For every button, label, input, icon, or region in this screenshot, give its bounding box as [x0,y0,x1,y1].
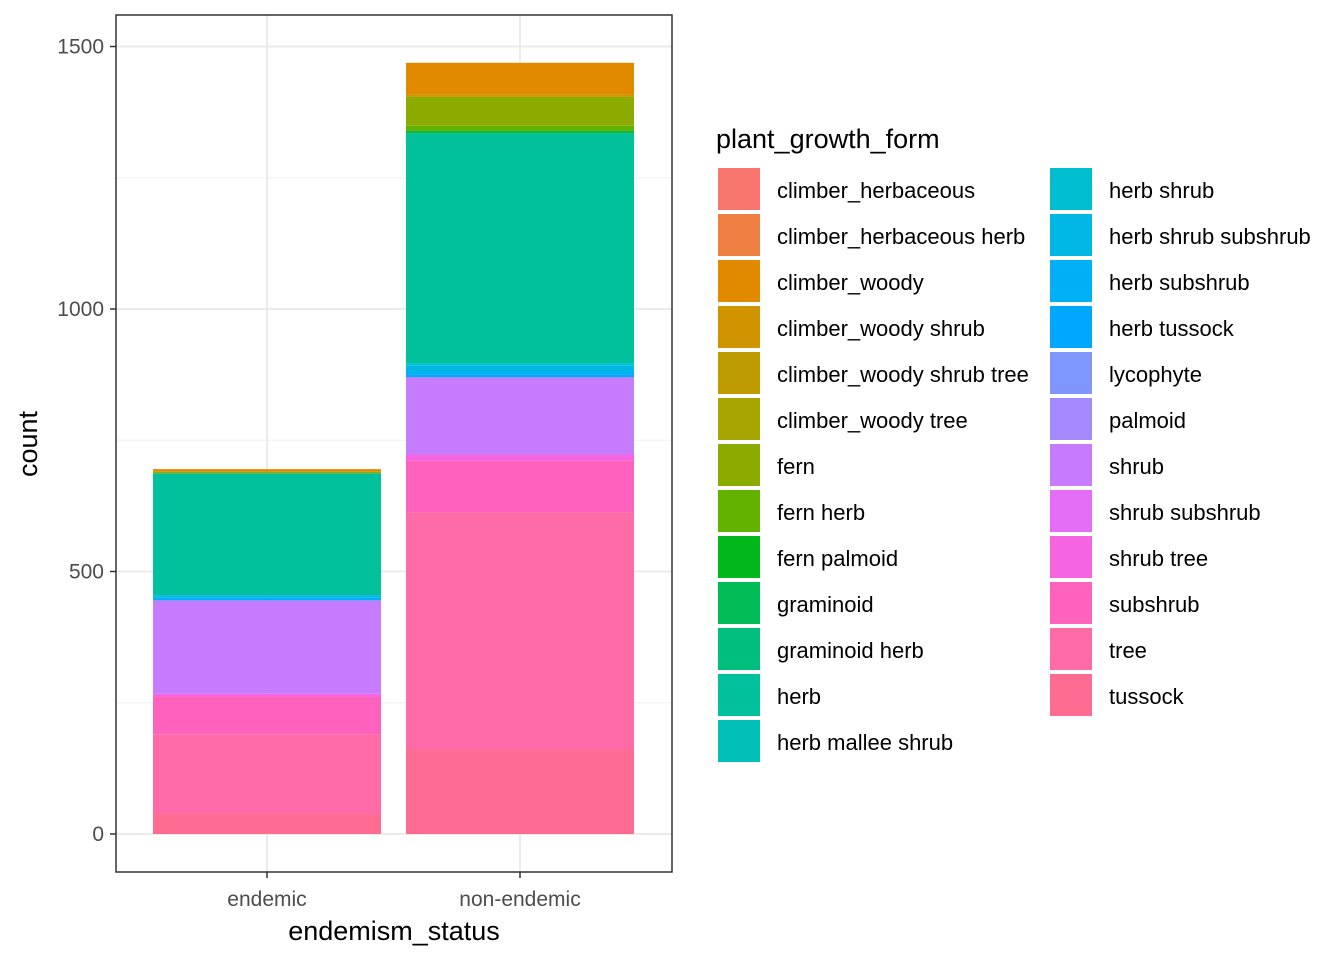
legend-label: shrub tree [1109,546,1208,571]
bar-segment [153,734,381,815]
legend-key [718,628,760,670]
legend-key [1050,214,1092,256]
legend-key [718,536,760,578]
legend-label: tree [1109,638,1147,663]
legend-key [1050,582,1092,624]
panel-border [115,14,673,873]
legend-key [718,306,760,348]
y-tick-label: 0 [92,823,104,846]
legend-label: shrub subshrub [1109,500,1261,525]
legend-label: lycophyte [1109,362,1202,387]
bar-segment [406,750,634,834]
bar-segment [406,125,634,132]
legend-label: herb tussock [1109,316,1235,341]
legend-key [1050,674,1092,716]
bar-segment [153,693,381,697]
legend-label: climber_herbaceous herb [777,224,1025,249]
legend-key [718,260,760,302]
bar-segment [153,595,381,598]
bar-segment [406,454,634,461]
bar-segment [406,94,634,97]
legend-key [718,168,760,210]
axes: 0 500 1000 1500 endemic non-endemic [57,14,673,911]
legend-key [718,490,760,532]
legend-label: herb shrub subshrub [1109,224,1311,249]
legend-label: subshrub [1109,592,1200,617]
bar-segment [406,363,634,366]
bar-segment [406,460,634,513]
legend-label: herb subshrub [1109,270,1250,295]
y-tick-label: 1500 [57,36,104,59]
bar-segment [153,597,381,601]
legend-key [1050,306,1092,348]
bar-segment [153,696,381,735]
legend-key [718,444,760,486]
y-tick-label: 1000 [57,298,104,321]
legend: plant_growth_form climber_herbaceousclim… [716,124,1311,762]
bar-segment [406,133,634,364]
bar-stacks [153,62,634,834]
legend-key [718,720,760,762]
legend-label: herb shrub [1109,178,1214,203]
legend-key [1050,490,1092,532]
legend-key [1050,168,1092,210]
bar-segment [406,131,634,134]
legend-key [1050,536,1092,578]
legend-label: climber_herbaceous [777,178,975,203]
x-tick-label: endemic [227,888,306,911]
legend-label: shrub [1109,454,1164,479]
legend-key [1050,398,1092,440]
bar-segment [153,473,381,596]
legend-label: climber_woody shrub tree [777,362,1029,387]
legend-key [1050,352,1092,394]
legend-label: fern herb [777,500,865,525]
bar-segment [153,814,381,834]
legend-key [718,214,760,256]
legend-label: palmoid [1109,408,1186,433]
bar-segment [406,372,634,375]
legend-label: climber_woody tree [777,408,968,433]
legend-label: fern [777,454,815,479]
legend-key [718,398,760,440]
legend-label: climber_woody shrub [777,316,985,341]
legend-key [718,674,760,716]
y-tick-label: 500 [69,561,104,584]
legend-label: climber_woody [777,270,924,295]
legend-key [1050,444,1092,486]
x-axis-title: endemism_status [288,916,500,946]
legend-label: fern palmoid [777,546,898,571]
y-axis-title: count [13,410,43,477]
legend-key [1050,628,1092,670]
bar-segment [153,469,381,472]
bar-segment [153,600,381,694]
bar-segment [406,377,634,455]
legend-label: herb mallee shrub [777,730,953,755]
bar-segment [406,512,634,750]
bar-segment [153,471,381,474]
legend-key [718,352,760,394]
legend-label: graminoid herb [777,638,924,663]
x-tick-label: non-endemic [459,888,580,911]
legend-label: tussock [1109,684,1185,709]
legend-title: plant_growth_form [716,124,940,154]
legend-key [1050,260,1092,302]
bar-segment [406,62,634,95]
bar-segment [406,365,634,372]
legend-label: herb [777,684,821,709]
bar-segment [406,96,634,126]
bar-segment [406,374,634,378]
legend-key [718,582,760,624]
legend-label: graminoid [777,592,874,617]
